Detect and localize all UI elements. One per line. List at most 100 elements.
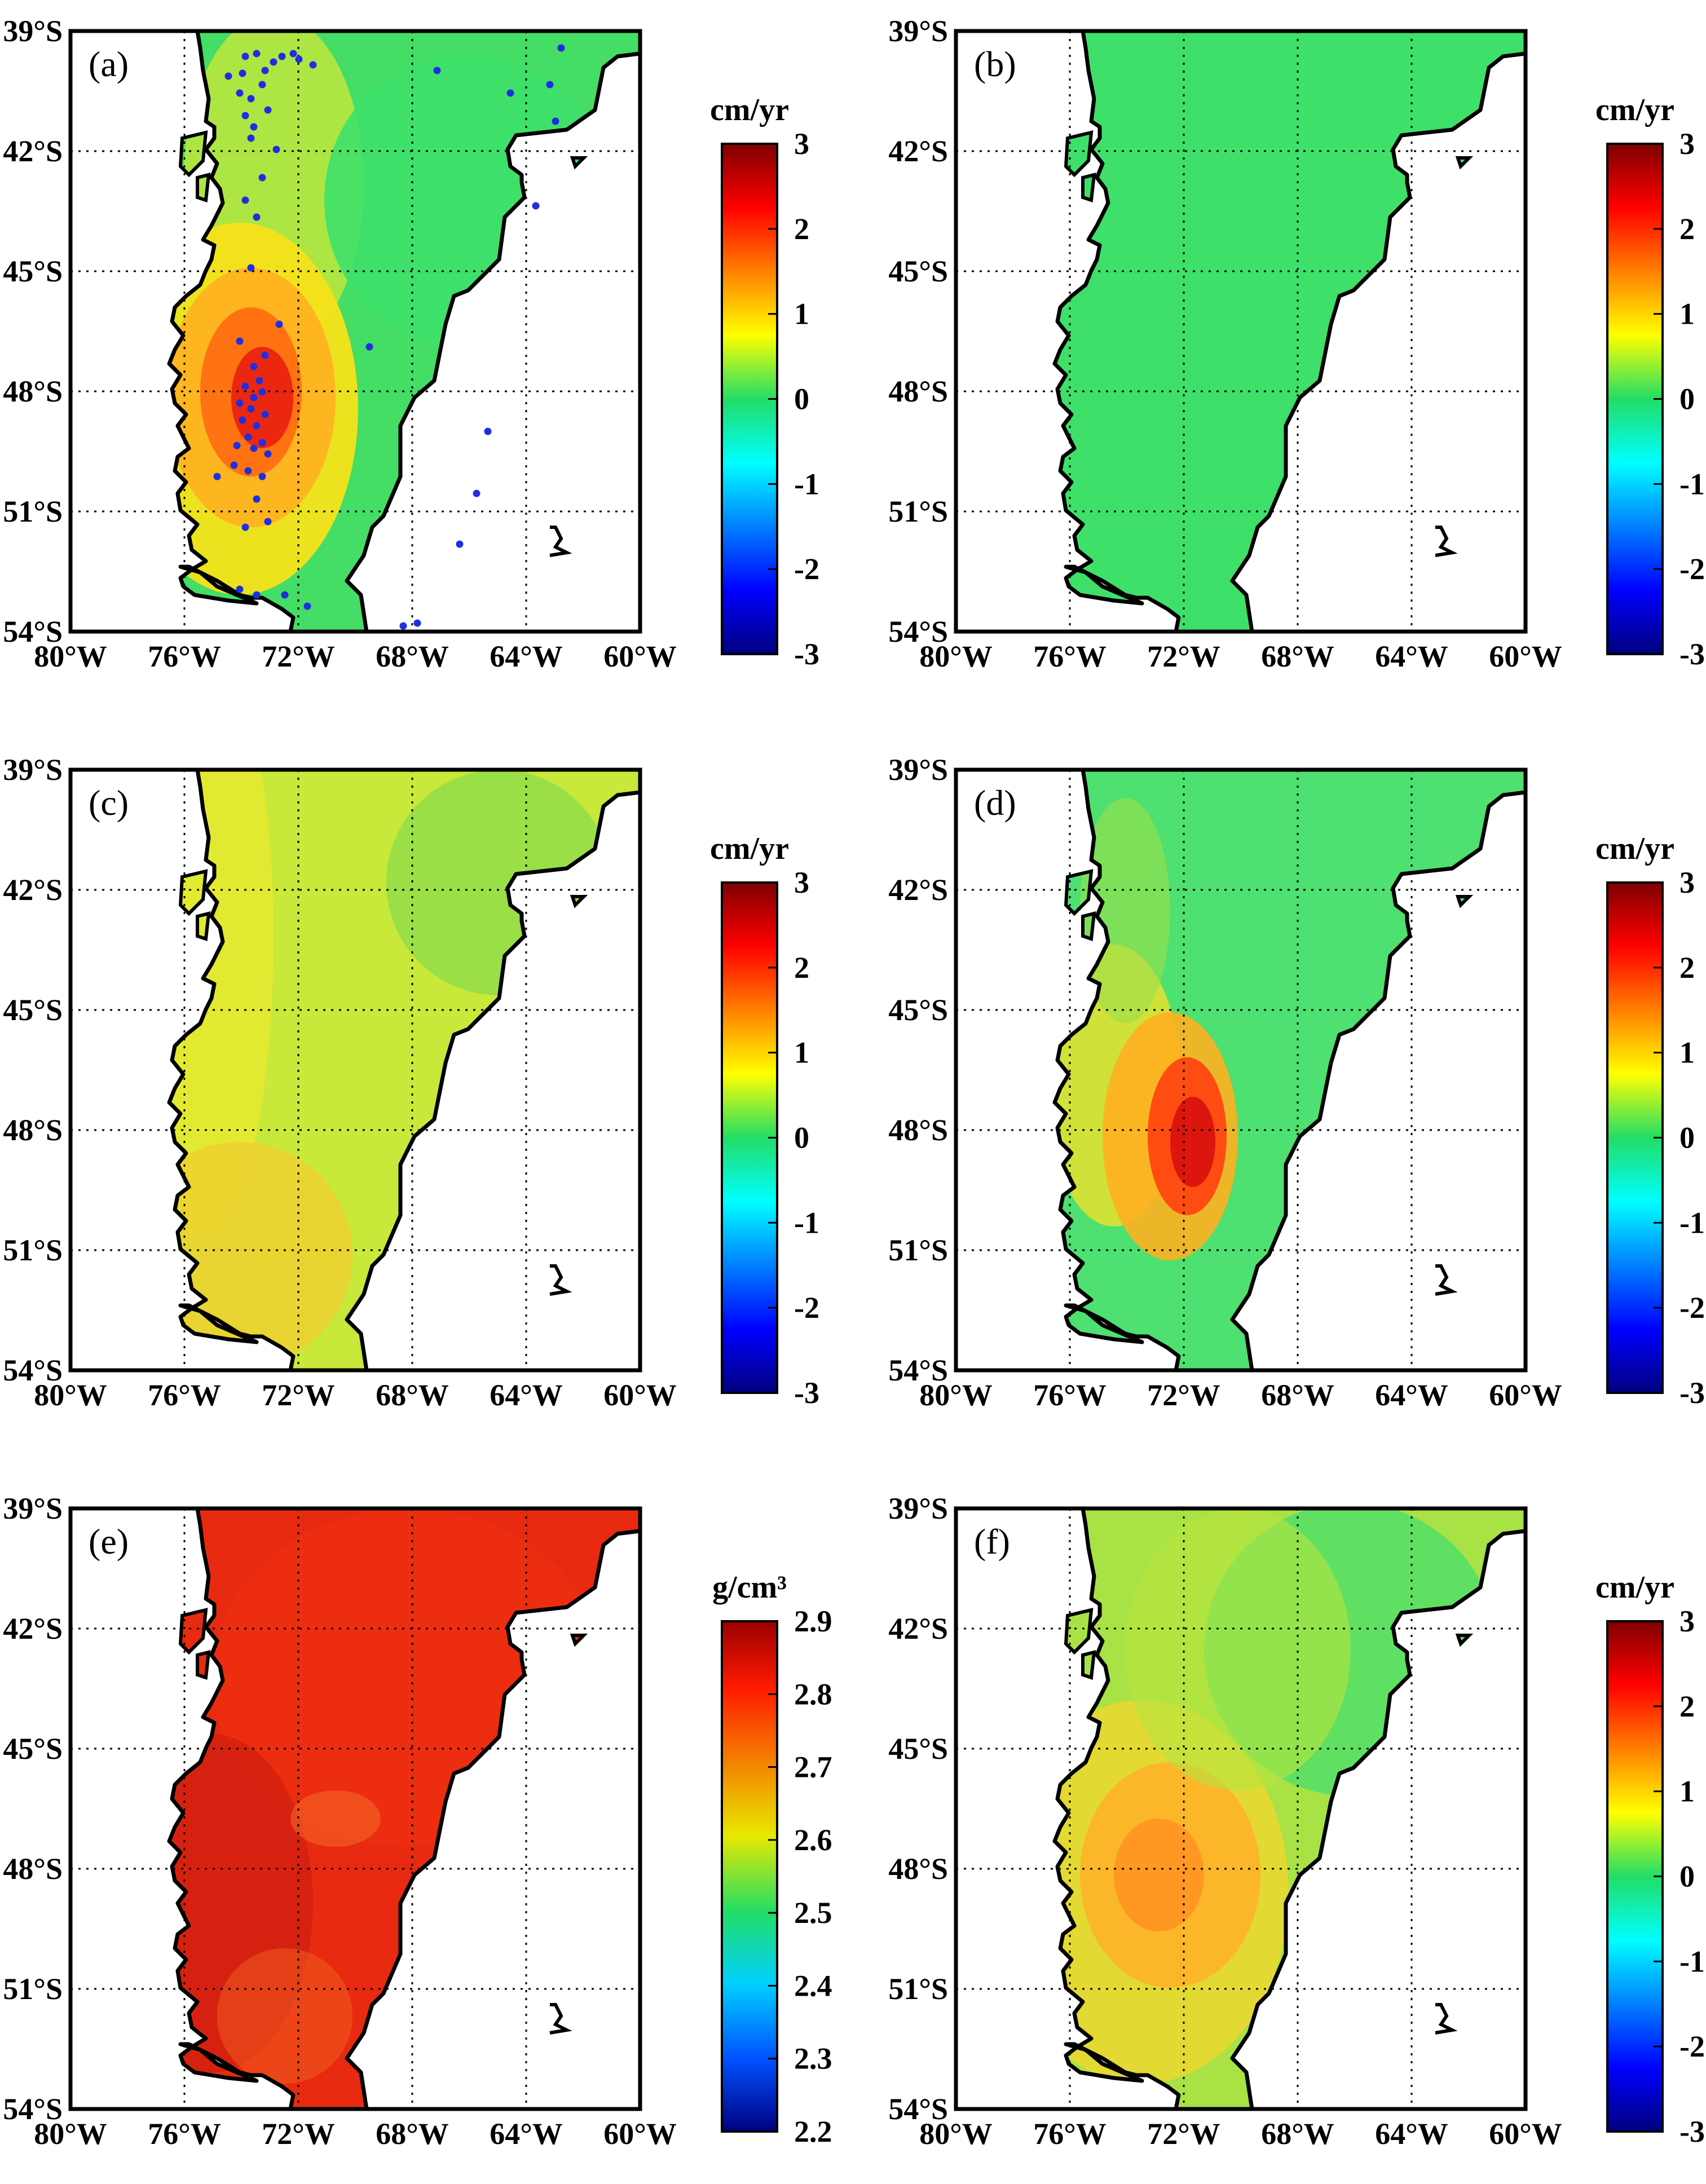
falkland-outline (549, 1264, 572, 1296)
map-frame (954, 767, 1528, 1373)
lat-tick-label: 54°S (888, 615, 948, 648)
gps-station (250, 394, 258, 401)
gps-station (399, 622, 407, 630)
colorbar-tick-label: 3 (794, 866, 809, 899)
colorbar-tick-label: 2.2 (794, 2115, 832, 2148)
lon-tick-label: 68°W (1261, 639, 1334, 673)
gps-station (264, 106, 272, 114)
colorbar-tick-label: 1 (1679, 1775, 1695, 1808)
gps-station (546, 81, 554, 89)
lon-tick-label: 68°W (376, 1378, 449, 1412)
colorbar-tick-label: 2.4 (794, 1969, 832, 2002)
coastline (1052, 1506, 1528, 2111)
lat-tick-label: 54°S (3, 615, 63, 648)
island-outline (1064, 869, 1094, 916)
lat-tick-label: 48°S (888, 1113, 948, 1147)
gps-station (484, 427, 492, 435)
colorbar-tick-label: 2 (1679, 212, 1695, 246)
map-panel-b: 80°W 76°W 72°W 68°W 64°W 60°W 39°S 42°S 45°S 48°S… (888, 14, 1705, 673)
map-frame (954, 29, 1528, 634)
gps-station (281, 591, 289, 599)
lon-tick-label: 64°W (490, 2117, 563, 2151)
colorbar-tick-label: -1 (1679, 1206, 1705, 1239)
lon-tick-label: 68°W (1261, 2117, 1334, 2151)
colorbar-tick-label: 2.6 (794, 1823, 832, 1857)
island-outline (178, 130, 208, 178)
gps-station (264, 450, 272, 458)
lat-tick-label: 51°S (3, 1233, 63, 1267)
coastline (1052, 767, 1528, 1373)
lat-tick-label: 39°S (888, 753, 948, 787)
lat-tick-label: 39°S (3, 1492, 63, 1525)
lat-tick-label: 39°S (3, 753, 63, 787)
colorbar-tick-label: -3 (794, 637, 819, 671)
colorbar-tick-label: -2 (794, 552, 819, 586)
colorbar-tick-label: 3 (1679, 127, 1695, 161)
island-outline (570, 895, 588, 908)
lon-tick-label: 72°W (262, 639, 335, 673)
lon-tick-label: 76°W (1033, 2117, 1107, 2151)
gps-station (241, 382, 249, 390)
lat-tick-label: 51°S (3, 1972, 63, 2006)
gps-station (241, 112, 249, 120)
lon-tick-label: 80°W (919, 2117, 993, 2151)
gps-station (413, 619, 421, 627)
map-panel-d: 80°W 76°W 72°W 68°W 64°W 60°W 39°S 42°S 45°S 48°S… (888, 753, 1705, 1412)
island-outline (1081, 1650, 1096, 1680)
gps-station (236, 337, 244, 345)
colorbar-tick-label: 2.3 (794, 2042, 832, 2076)
gps-station (309, 61, 317, 69)
colorbar-tick-label: -2 (1679, 2029, 1705, 2063)
gps-station (253, 495, 261, 503)
lon-tick-label: 80°W (34, 2117, 107, 2151)
colorbar-tick-label: -3 (1679, 2115, 1705, 2148)
gps-station (233, 442, 241, 449)
lat-tick-label: 45°S (3, 993, 63, 1027)
gps-station (258, 439, 266, 447)
lat-tick-label: 45°S (888, 1732, 948, 1766)
gps-station (557, 44, 565, 52)
colorbar-tick-label: 2.5 (794, 1896, 832, 1930)
lon-tick-label: 76°W (1033, 639, 1107, 673)
lat-tick-label: 45°S (888, 993, 948, 1027)
lon-tick-label: 68°W (1261, 1378, 1334, 1412)
colorbar-tick-label: 1 (1679, 1036, 1695, 1070)
gps-station (247, 405, 255, 413)
colorbar-tick-label: 2.8 (794, 1677, 832, 1711)
gps-station (241, 196, 249, 204)
coastline (167, 1506, 642, 2111)
gps-station (433, 67, 441, 74)
gps-station (473, 489, 480, 497)
colorbar-tick-label: 0 (1679, 1121, 1695, 1155)
lat-tick-label: 39°S (888, 14, 948, 48)
gps-station (250, 363, 258, 370)
lon-tick-label: 68°W (376, 2117, 449, 2151)
gps-station (303, 602, 311, 610)
lon-tick-label: 60°W (603, 639, 677, 673)
lat-tick-label: 42°S (888, 134, 948, 168)
gps-station (456, 540, 464, 548)
gps-station (264, 518, 272, 526)
lat-tick-label: 51°S (3, 495, 63, 528)
lat-tick-label: 45°S (3, 254, 63, 288)
island-outline (196, 911, 211, 942)
gps-station (236, 585, 244, 593)
panel-label: (a) (89, 44, 129, 84)
falkland-outline (549, 526, 572, 557)
lat-tick-label: 48°S (3, 1852, 63, 1886)
lat-tick-label: 45°S (3, 1732, 63, 1766)
gps-station (365, 343, 373, 351)
gps-station (236, 89, 244, 97)
colorbar-tick-label: 3 (1679, 1604, 1695, 1638)
lat-tick-label: 54°S (3, 2092, 63, 2126)
colorbar-tick-label: 2.9 (794, 1604, 832, 1638)
colorbar-tick-label: 3 (1679, 866, 1695, 899)
colorbar-tick-label: 1 (794, 297, 809, 331)
lon-tick-label: 72°W (262, 2117, 335, 2151)
island-outline (178, 869, 208, 916)
island-outline (1455, 1634, 1474, 1647)
gps-station (289, 50, 297, 58)
gps-station (253, 422, 261, 430)
lon-tick-label: 64°W (490, 1378, 563, 1412)
